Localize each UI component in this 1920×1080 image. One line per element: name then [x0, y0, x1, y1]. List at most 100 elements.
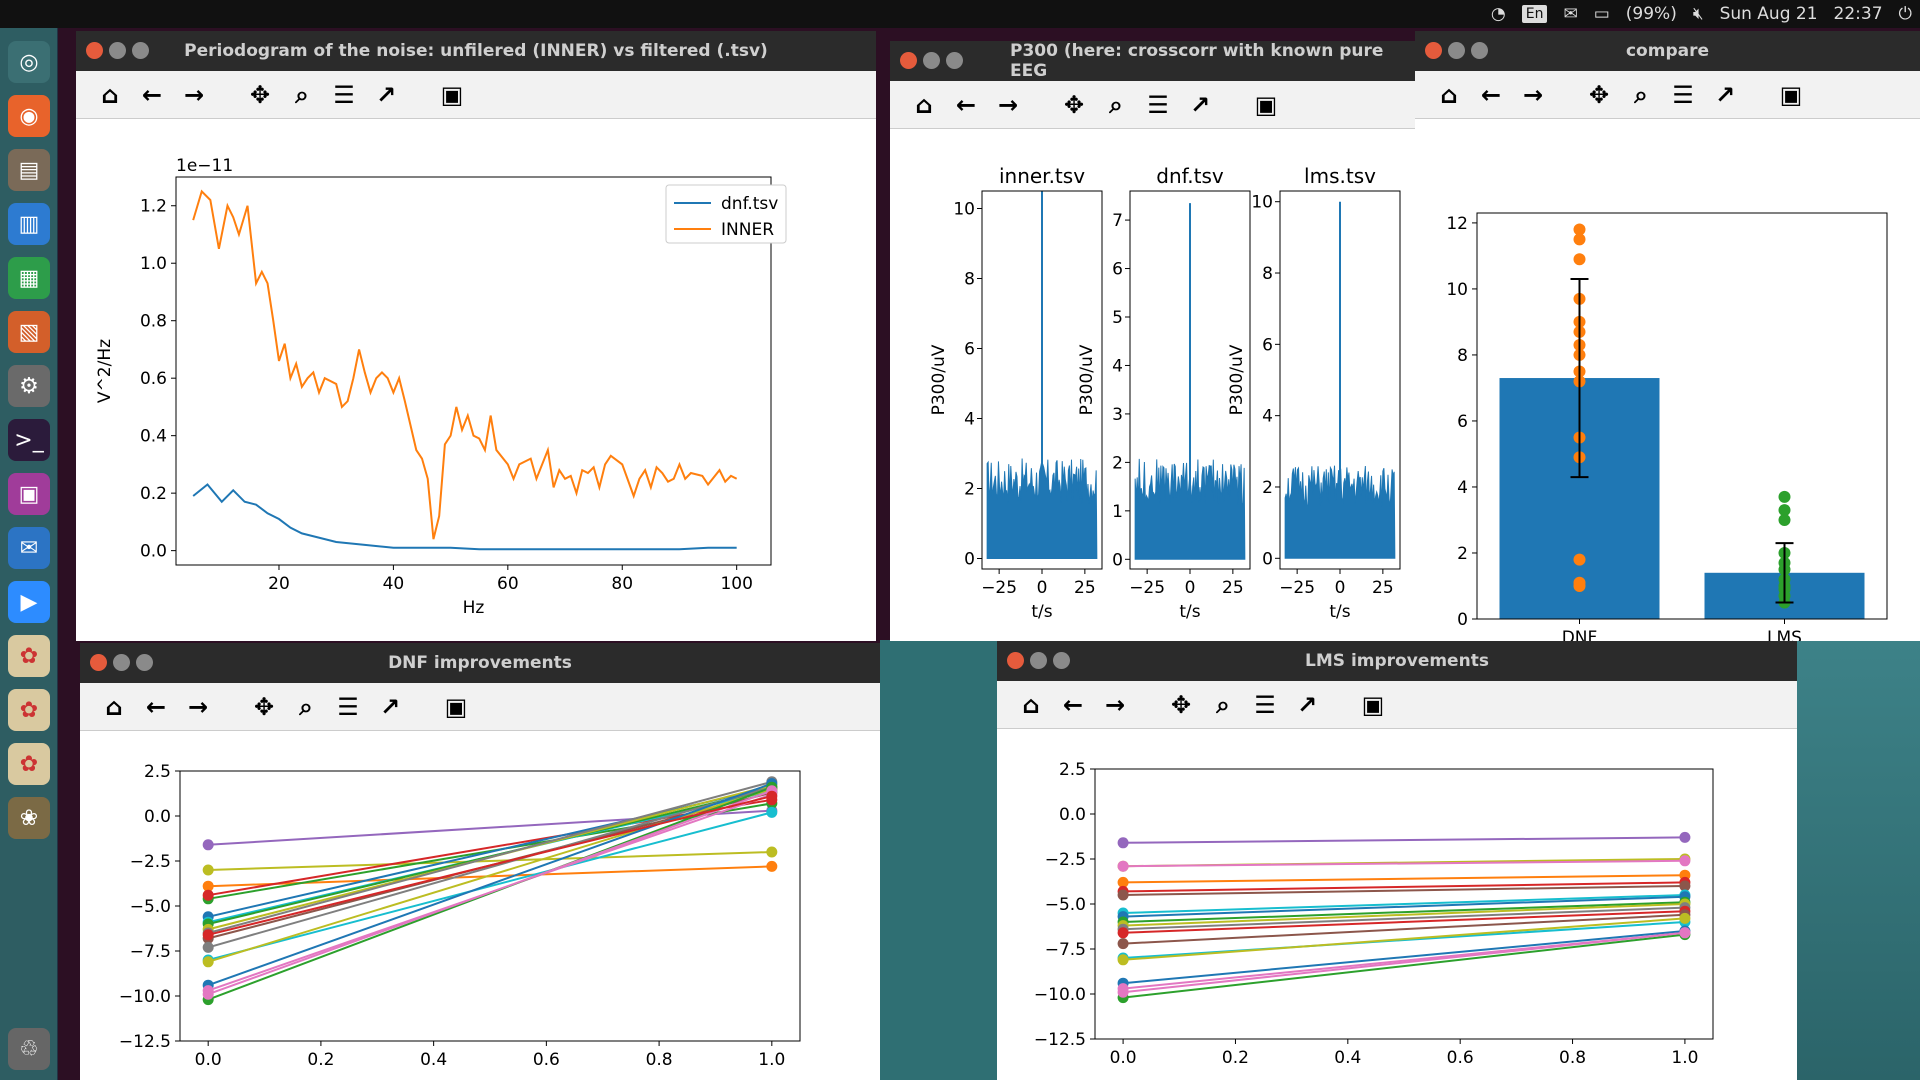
save-icon[interactable]: ▣: [1779, 80, 1803, 109]
back-icon[interactable]: ←: [1062, 690, 1084, 719]
save-icon[interactable]: ▣: [1254, 90, 1278, 119]
close-button[interactable]: [1007, 652, 1024, 669]
pyplot-icon[interactable]: ✿: [8, 635, 50, 677]
y-tick-label: 0.0: [144, 807, 171, 827]
terminal-icon[interactable]: >_: [8, 419, 50, 461]
window-titlebar[interactable]: compare: [1415, 31, 1920, 71]
zoom-icon[interactable]: ⌕: [299, 692, 313, 721]
pyplot-icon[interactable]: ✿: [8, 743, 50, 785]
save-icon[interactable]: ▣: [1361, 690, 1385, 719]
zoom-icon[interactable]: ⌕: [1216, 690, 1230, 719]
maximize-button[interactable]: [946, 52, 963, 69]
maximize-button[interactable]: [132, 42, 149, 59]
minimize-button[interactable]: [113, 654, 130, 671]
wifi-icon[interactable]: ◔: [1490, 4, 1506, 24]
pyplot-icon[interactable]: ✿: [8, 689, 50, 731]
settings-icon[interactable]: ⚙: [8, 365, 50, 407]
zoom-icon[interactable]: ⌕: [1634, 80, 1648, 109]
forward-icon[interactable]: →: [187, 692, 209, 721]
close-button[interactable]: [1425, 42, 1442, 59]
thunderbird-icon[interactable]: ✉: [8, 527, 50, 569]
y-tick-label: 1.0: [140, 254, 167, 274]
y-tick-label: −2.5: [130, 852, 171, 872]
configure-subplots-icon[interactable]: ☰: [1147, 90, 1169, 119]
forward-icon[interactable]: →: [997, 90, 1019, 119]
toolbar-separator: [1036, 91, 1046, 119]
edit-axis-icon[interactable]: ↗: [1189, 90, 1211, 119]
x-tick-label: 80: [611, 574, 633, 594]
gimp-icon[interactable]: ❀: [8, 797, 50, 839]
keyboard-layout-indicator[interactable]: En: [1521, 5, 1548, 23]
files-icon[interactable]: ▤: [8, 149, 50, 191]
window-titlebar[interactable]: LMS improvements: [997, 641, 1797, 681]
back-icon[interactable]: ←: [955, 90, 977, 119]
calc-icon[interactable]: ▦: [8, 257, 50, 299]
y-tick-label: 2: [1262, 478, 1273, 498]
pan-icon[interactable]: ✥: [1170, 690, 1192, 719]
power-icon[interactable]: ⏻: [1898, 4, 1912, 24]
edit-axis-icon[interactable]: ↗: [375, 80, 397, 109]
volume-muted-icon[interactable]: 🔇︎: [1692, 4, 1704, 24]
forward-icon[interactable]: →: [183, 80, 205, 109]
impress-icon[interactable]: ▧: [8, 311, 50, 353]
close-button[interactable]: [900, 52, 917, 69]
edit-axis-icon[interactable]: ↗: [1296, 690, 1318, 719]
firefox-icon[interactable]: ◉: [8, 95, 50, 137]
toolbar-separator: [1561, 81, 1571, 109]
minimize-button[interactable]: [923, 52, 940, 69]
pan-icon[interactable]: ✥: [249, 80, 271, 109]
home-icon[interactable]: ⌂: [1022, 690, 1040, 719]
home-icon[interactable]: ⌂: [105, 692, 123, 721]
close-button[interactable]: [86, 42, 103, 59]
improvement-line: [207, 795, 773, 936]
improvement-line: [1123, 910, 1685, 934]
zoom-icon[interactable]: ⌕: [295, 80, 309, 109]
trash-icon[interactable]: ♲: [8, 1028, 50, 1070]
minimize-button[interactable]: [1030, 652, 1047, 669]
clock[interactable]: 22:37: [1833, 4, 1883, 24]
configure-subplots-icon[interactable]: ☰: [337, 692, 359, 721]
maximize-button[interactable]: [1471, 42, 1488, 59]
maximize-button[interactable]: [136, 654, 153, 671]
forward-icon[interactable]: →: [1522, 80, 1544, 109]
configure-subplots-icon[interactable]: ☰: [1254, 690, 1276, 719]
mail-icon[interactable]: ✉: [1563, 4, 1578, 24]
edit-axis-icon[interactable]: ↗: [379, 692, 401, 721]
home-icon[interactable]: ⌂: [101, 80, 119, 109]
minimize-button[interactable]: [1448, 42, 1465, 59]
configure-subplots-icon[interactable]: ☰: [333, 80, 355, 109]
maximize-button[interactable]: [1053, 652, 1070, 669]
pan-icon[interactable]: ✥: [253, 692, 275, 721]
date[interactable]: Sun Aug 21: [1719, 4, 1818, 24]
y-tick-label: 0: [1262, 549, 1273, 569]
pan-icon[interactable]: ✥: [1063, 90, 1085, 119]
battery-icon[interactable]: ▭: [1593, 4, 1610, 24]
forward-icon[interactable]: →: [1104, 690, 1126, 719]
home-icon[interactable]: ⌂: [915, 90, 933, 119]
save-icon[interactable]: ▣: [440, 80, 464, 109]
back-icon[interactable]: ←: [1480, 80, 1502, 109]
data-point: [766, 806, 778, 818]
minimize-button[interactable]: [109, 42, 126, 59]
x-tick-label: −25: [1129, 578, 1165, 598]
pan-icon[interactable]: ✥: [1588, 80, 1610, 109]
window-titlebar[interactable]: DNF improvements: [80, 643, 880, 683]
x-tick-label: 0: [1037, 578, 1048, 598]
back-icon[interactable]: ←: [145, 692, 167, 721]
home-icon[interactable]: ⌂: [1440, 80, 1458, 109]
close-button[interactable]: [90, 654, 107, 671]
configure-subplots-icon[interactable]: ☰: [1672, 80, 1694, 109]
window-titlebar[interactable]: Periodogram of the noise: unfilered (INN…: [76, 31, 876, 71]
software-icon[interactable]: ▣: [8, 473, 50, 515]
ubuntu-logo-icon[interactable]: ◎: [8, 41, 50, 83]
zoom-icon[interactable]: ▶: [8, 581, 50, 623]
edit-axis-icon[interactable]: ↗: [1714, 80, 1736, 109]
zoom-icon[interactable]: ⌕: [1109, 90, 1123, 119]
y-tick-label: 0.6: [140, 369, 167, 389]
data-point: [1573, 223, 1586, 236]
save-icon[interactable]: ▣: [444, 692, 468, 721]
improvement-line: [1123, 903, 1685, 927]
writer-icon[interactable]: ▥: [8, 203, 50, 245]
back-icon[interactable]: ←: [141, 80, 163, 109]
window-titlebar[interactable]: P300 (here: crosscorr with known pure EE…: [890, 41, 1415, 81]
